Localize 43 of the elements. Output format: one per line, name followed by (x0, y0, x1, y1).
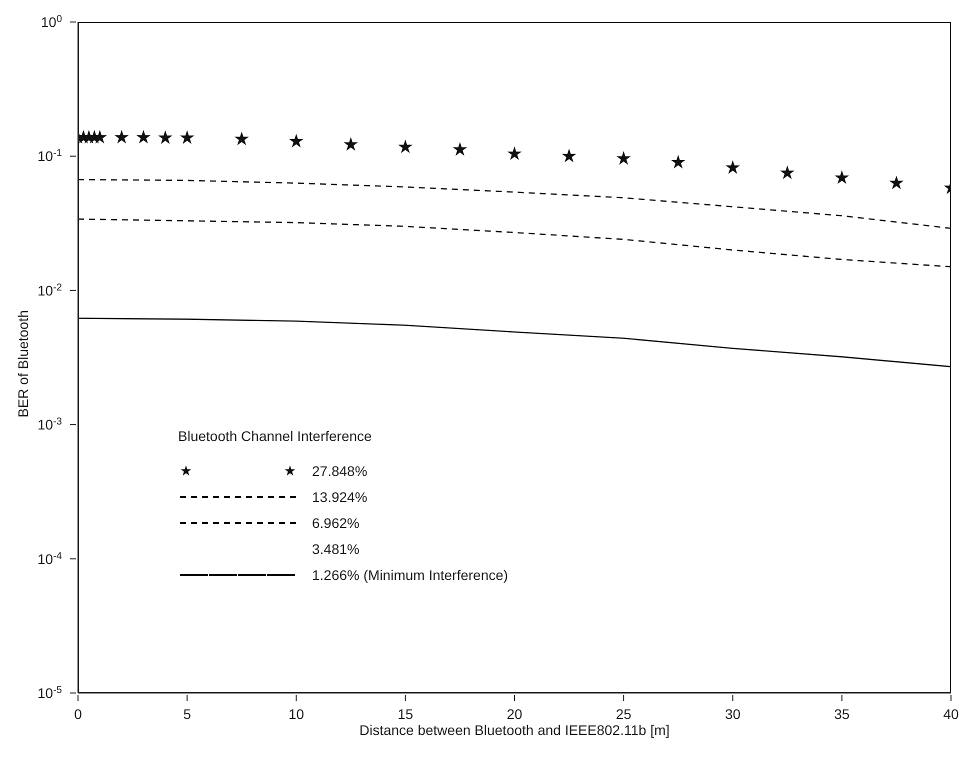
x-tick-label: 0 (74, 706, 82, 722)
x-tick-label: 35 (834, 706, 850, 722)
point (452, 142, 468, 156)
point (344, 137, 358, 151)
line-series (78, 218, 951, 268)
point (507, 146, 522, 160)
y-tick-label: 10$^{-4}$ (38, 550, 62, 567)
legend-label: 6.962% (312, 515, 360, 531)
y-axis-title: BER of Bluetooth (14, 310, 31, 418)
line-series (78, 318, 951, 368)
x-tick-label: 30 (724, 706, 741, 722)
y-tick-label: 10$^{-1}$ (38, 148, 62, 164)
x-tick-label: 15 (398, 706, 414, 722)
point (616, 151, 631, 165)
point (180, 130, 194, 144)
point (136, 130, 151, 144)
point (562, 148, 576, 162)
point (234, 132, 249, 146)
point (834, 170, 850, 184)
legend-label: 27.848% (312, 463, 368, 479)
legend-label: 1.266% (Minimum Interference) (312, 567, 508, 583)
point (889, 176, 904, 190)
text: 3.481% (312, 541, 360, 557)
point (780, 165, 794, 180)
x-tick-label: 20 (506, 706, 522, 722)
point (398, 140, 413, 154)
x-tick-label: 25 (616, 706, 632, 722)
x-tick-label: 40 (943, 706, 959, 722)
point (114, 130, 129, 144)
x-axis-title: Distance between Bluetooth and IEEE802.11b [m] (359, 722, 670, 738)
x-tick-label: 10 (288, 706, 304, 722)
y-tick-label: 10$^{0}$ (40, 14, 62, 30)
y-tick-label: 10$^{-5}$ (38, 684, 62, 701)
point (671, 154, 686, 168)
y-tick-label: 10$^{-2}$ (38, 282, 62, 298)
x-tick-label: 5 (183, 706, 192, 722)
y-tick-label: 10$^{-3}$ (38, 416, 62, 433)
line-series (78, 178, 951, 229)
point (289, 134, 304, 148)
point (726, 160, 740, 174)
legend-title: Bluetooth Channel Interference (178, 428, 372, 444)
point (158, 130, 172, 144)
legend-label: 13.924% (312, 489, 368, 505)
